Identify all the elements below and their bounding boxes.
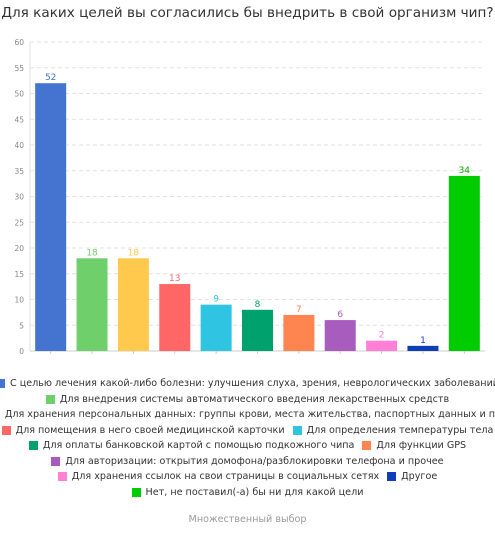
legend-swatch xyxy=(28,441,38,451)
legend-label: Для хранения персональных данных: группы… xyxy=(4,409,495,421)
legend-item[interactable]: Для хранения персональных данных: группы… xyxy=(0,409,495,420)
legend-item[interactable]: Для авторизации: открытия домофона/разбл… xyxy=(51,455,444,467)
legend-label: Для помещения в него своей медицинской к… xyxy=(15,424,285,436)
y-tick-label: 55 xyxy=(14,64,24,73)
bar xyxy=(117,258,149,351)
bar xyxy=(242,309,273,351)
bar xyxy=(159,284,191,351)
legend-item[interactable]: Для помещения в него своей медицинской к… xyxy=(1,424,285,436)
y-tick-label: 0 xyxy=(19,347,24,356)
y-tick-label: 35 xyxy=(14,167,24,176)
legend-row: Для хранения персональных данных: группы… xyxy=(0,407,495,423)
y-tick-label: 45 xyxy=(14,115,24,124)
bar xyxy=(76,258,108,351)
legend-label: С целью лечения какой-либо болезни: улуч… xyxy=(9,378,495,390)
legend-item[interactable]: Для хранения ссылок на свои страницы в с… xyxy=(57,471,380,483)
data-label: 7 xyxy=(296,305,302,315)
legend-item[interactable]: С целью лечения какой-либо болезни: улуч… xyxy=(0,378,495,389)
chart-legend: С целью лечения какой-либо болезни: улуч… xyxy=(0,376,495,500)
data-label: 18 xyxy=(128,248,140,258)
y-tick-label: 50 xyxy=(14,90,24,99)
data-label: 1 xyxy=(420,336,426,346)
legend-swatch xyxy=(1,425,11,435)
data-label: 52 xyxy=(45,73,56,83)
legend-swatch xyxy=(131,487,141,497)
legend-label: Для хранения ссылок на свои страницы в с… xyxy=(71,471,380,483)
legend-label: Для оплаты банковской картой с помощью п… xyxy=(42,440,355,452)
legend-swatch xyxy=(45,394,55,404)
legend-label: Для внедрения системы автоматического вв… xyxy=(59,393,450,405)
bar xyxy=(324,320,356,351)
legend-item[interactable]: Для внедрения системы автоматического вв… xyxy=(45,393,450,405)
legend-label: Нет, не поставил(-а) бы ни для какой цел… xyxy=(145,486,364,498)
data-label: 2 xyxy=(379,331,385,341)
legend-item[interactable]: Для оплаты банковской картой с помощью п… xyxy=(28,440,355,452)
legend-item[interactable]: Другое xyxy=(387,471,437,482)
y-tick-label: 25 xyxy=(14,218,24,227)
legend-swatch xyxy=(362,441,372,451)
data-label: 6 xyxy=(337,310,343,320)
bar xyxy=(200,304,232,351)
legend-swatch xyxy=(57,472,67,482)
legend-row: Нет, не поставил(-а) бы ни для какой цел… xyxy=(0,485,495,501)
data-label: 8 xyxy=(255,300,261,310)
y-tick-label: 10 xyxy=(14,296,24,305)
data-label: 18 xyxy=(86,248,98,258)
data-label: 13 xyxy=(169,274,180,284)
legend-label: Для авторизации: открытия домофона/разбл… xyxy=(65,455,444,467)
legend-item[interactable]: Для функции GPS xyxy=(362,440,466,451)
bar xyxy=(407,345,439,351)
bar xyxy=(35,83,67,351)
y-tick-label: 60 xyxy=(14,38,24,47)
legend-label: Для определения температуры тела xyxy=(306,424,494,436)
legend-row: Для оплаты банковской картой с помощью п… xyxy=(0,438,495,454)
legend-item[interactable]: Нет, не поставил(-а) бы ни для какой цел… xyxy=(131,486,364,498)
bar-chart: 0 5 10 15 20 25 30 35 40 45 50 55 60 52 18 18 13 9 8 7 6 2 1 34 xyxy=(14,38,485,356)
y-tick-label: 15 xyxy=(14,270,24,279)
bar xyxy=(448,175,480,351)
y-tick-label: 20 xyxy=(14,244,24,253)
legend-row: Для внедрения системы автоматического вв… xyxy=(0,392,495,408)
legend-swatch xyxy=(0,379,5,389)
legend-swatch xyxy=(292,425,302,435)
legend-label: Другое xyxy=(401,471,438,483)
data-label: 34 xyxy=(459,166,471,176)
legend-item[interactable]: Для определения температуры тела xyxy=(292,424,494,436)
legend-row: Для авторизации: открытия домофона/разбл… xyxy=(0,454,495,470)
y-tick-label: 5 xyxy=(19,321,24,330)
y-tick-label: 30 xyxy=(14,193,24,202)
bar xyxy=(283,314,315,351)
y-tick-label: 40 xyxy=(14,141,24,150)
legend-label: Для функции GPS xyxy=(376,440,467,452)
chart-footnote: Множественный выбор xyxy=(188,514,307,525)
legend-row: Для помещения в него своей медицинской к… xyxy=(0,423,495,439)
chart-title: Для каких целей вы согласились бы внедри… xyxy=(1,5,494,21)
legend-row: С целью лечения какой-либо болезни: улуч… xyxy=(0,376,495,392)
legend-row: Для хранения ссылок на свои страницы в с… xyxy=(0,469,495,485)
data-label: 9 xyxy=(213,295,219,305)
legend-swatch xyxy=(51,456,61,466)
legend-swatch xyxy=(387,472,397,482)
bar xyxy=(366,340,398,351)
